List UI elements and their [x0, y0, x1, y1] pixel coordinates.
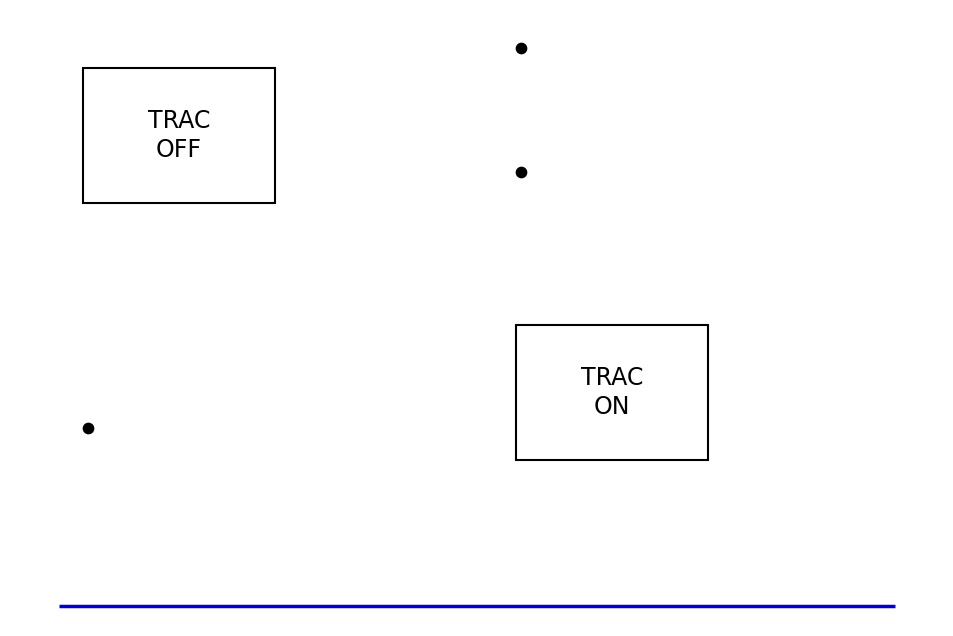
- Text: TRAC
ON: TRAC ON: [580, 366, 642, 419]
- Bar: [83, 68, 274, 203]
- Point: [513, 43, 528, 53]
- Point: [80, 423, 95, 433]
- Point: [513, 167, 528, 177]
- Text: TRAC
OFF: TRAC OFF: [148, 109, 210, 162]
- Bar: [516, 325, 707, 460]
